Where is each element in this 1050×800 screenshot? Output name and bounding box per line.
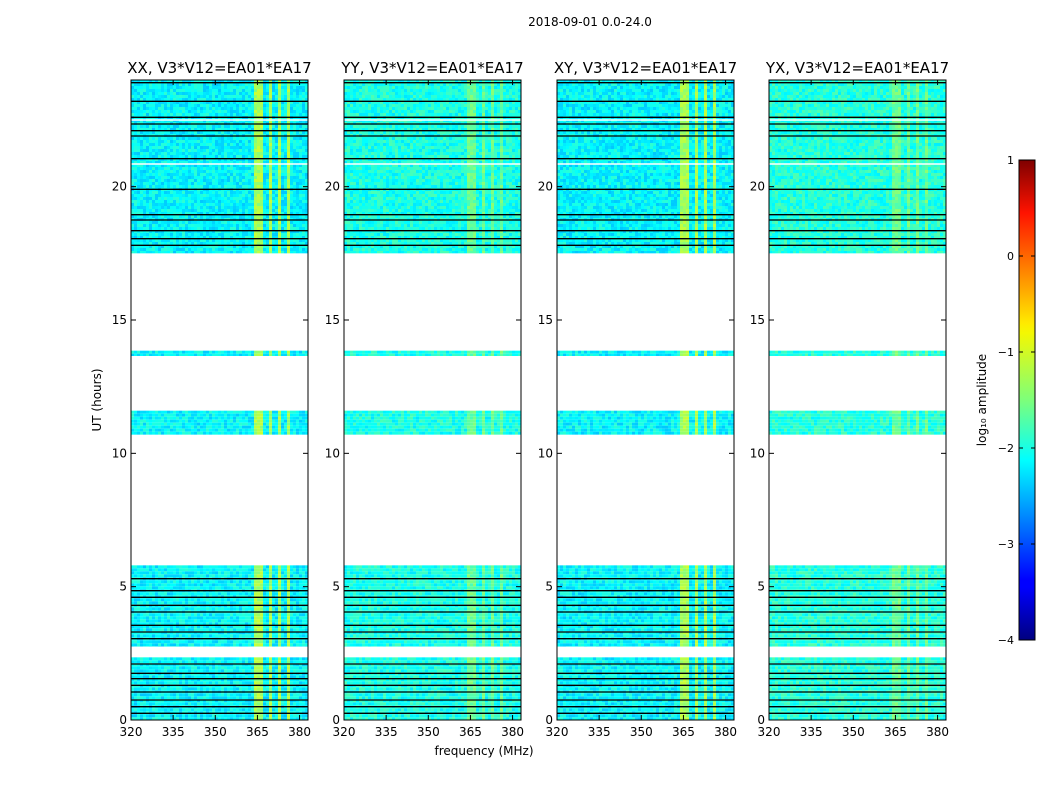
panel-title: YX, V3*V12=EA01*EA17 bbox=[765, 59, 949, 77]
x-tick-label: 365 bbox=[672, 725, 695, 739]
y-tick-label: 5 bbox=[119, 580, 127, 594]
chart-suptitle: 2018-09-01 0.0-24.0 bbox=[528, 15, 652, 29]
y-tick-label: 10 bbox=[750, 446, 765, 460]
data-block bbox=[769, 410, 946, 435]
x-tick-label: 320 bbox=[333, 725, 356, 739]
data-block bbox=[131, 657, 308, 720]
data-block bbox=[131, 80, 308, 254]
colorbar-tick-label: −1 bbox=[998, 346, 1014, 359]
x-tick-label: 350 bbox=[417, 725, 440, 739]
data-block bbox=[557, 657, 734, 720]
data-block bbox=[557, 410, 734, 435]
data-block bbox=[769, 350, 946, 356]
colorbar-tick-label: −3 bbox=[998, 538, 1014, 551]
x-tick-label: 380 bbox=[288, 725, 311, 739]
data-block bbox=[769, 565, 946, 647]
data-block bbox=[344, 410, 521, 435]
panel-frame bbox=[768, 79, 947, 721]
y-tick-label: 0 bbox=[332, 713, 340, 727]
panel-3: YX, V3*V12=EA01*EA17 320 335 350 365 380 0 5 10 1… bbox=[750, 59, 949, 739]
data-block bbox=[344, 350, 521, 356]
colorbar-label: log₁₀ amplitude bbox=[975, 354, 989, 446]
y-tick-label: 20 bbox=[112, 180, 127, 194]
y-tick-label: 0 bbox=[545, 713, 553, 727]
x-tick-label: 365 bbox=[459, 725, 482, 739]
x-tick-label: 335 bbox=[162, 725, 185, 739]
data-block bbox=[557, 350, 734, 356]
x-tick-label: 320 bbox=[546, 725, 569, 739]
x-tick-label: 320 bbox=[120, 725, 143, 739]
data-block bbox=[769, 657, 946, 720]
x-tick-label: 380 bbox=[714, 725, 737, 739]
panel-frame bbox=[130, 79, 309, 721]
x-tick-label: 335 bbox=[375, 725, 398, 739]
data-block bbox=[344, 565, 521, 647]
data-block bbox=[557, 80, 734, 254]
colorbar-ticks: 1 0 −1 −2 −3 −4 bbox=[998, 154, 1035, 647]
y-tick-label: 15 bbox=[325, 313, 340, 327]
y-tick-label: 0 bbox=[119, 713, 127, 727]
colorbar-gradient bbox=[1018, 159, 1036, 641]
data-block bbox=[131, 565, 308, 647]
data-block bbox=[769, 80, 946, 254]
y-tick-label: 20 bbox=[750, 180, 765, 194]
y-tick-label: 10 bbox=[538, 446, 553, 460]
panel-title: XY, V3*V12=EA01*EA17 bbox=[554, 59, 737, 77]
x-tick-label: 350 bbox=[842, 725, 865, 739]
x-tick-label: 380 bbox=[926, 725, 949, 739]
y-tick-label: 10 bbox=[112, 446, 127, 460]
panels-group: XX, V3*V12=EA01*EA17 320 335 350 365 380 0 5 10 1… bbox=[112, 59, 949, 739]
data-block bbox=[344, 657, 521, 720]
y-tick-label: 15 bbox=[538, 313, 553, 327]
colorbar-tick-label: −4 bbox=[998, 634, 1014, 647]
y-axis-label: UT (hours) bbox=[90, 368, 104, 431]
y-tick-label: 20 bbox=[538, 180, 553, 194]
y-tick-label: 20 bbox=[325, 180, 340, 194]
x-tick-label: 365 bbox=[884, 725, 907, 739]
x-tick-label: 350 bbox=[630, 725, 653, 739]
panel-0: XX, V3*V12=EA01*EA17 320 335 350 365 380 0 5 10 1… bbox=[112, 59, 312, 739]
x-axis-label: frequency (MHz) bbox=[434, 744, 533, 758]
x-tick-label: 365 bbox=[246, 725, 269, 739]
data-block bbox=[131, 410, 308, 435]
y-tick-label: 5 bbox=[757, 580, 765, 594]
data-block bbox=[131, 350, 308, 356]
data-block bbox=[557, 565, 734, 647]
y-tick-label: 5 bbox=[332, 580, 340, 594]
x-tick-label: 335 bbox=[800, 725, 823, 739]
y-tick-label: 5 bbox=[545, 580, 553, 594]
x-tick-label: 320 bbox=[758, 725, 781, 739]
x-tick-label: 380 bbox=[501, 725, 524, 739]
panel-title: XX, V3*V12=EA01*EA17 bbox=[127, 59, 311, 77]
colorbar-tick-label: 1 bbox=[1007, 154, 1014, 167]
data-block bbox=[344, 80, 521, 254]
colorbar: 1 0 −1 −2 −3 −4 log₁₀ amplitude bbox=[975, 154, 1036, 647]
panel-1: YY, V3*V12=EA01*EA17 320 335 350 365 380 0 5 10 1… bbox=[325, 59, 524, 739]
x-tick-label: 335 bbox=[588, 725, 611, 739]
colorbar-tick-label: −2 bbox=[998, 442, 1014, 455]
y-tick-label: 15 bbox=[112, 313, 127, 327]
colorbar-tick-label: 0 bbox=[1007, 250, 1014, 263]
panel-frame bbox=[343, 79, 522, 721]
x-tick-label: 350 bbox=[204, 725, 227, 739]
y-tick-label: 15 bbox=[750, 313, 765, 327]
y-tick-label: 10 bbox=[325, 446, 340, 460]
panel-title: YY, V3*V12=EA01*EA17 bbox=[340, 59, 523, 77]
panel-frame bbox=[556, 79, 735, 721]
panel-2: XY, V3*V12=EA01*EA17 320 335 350 365 380 0 5 10 1… bbox=[538, 59, 737, 739]
y-tick-label: 0 bbox=[757, 713, 765, 727]
